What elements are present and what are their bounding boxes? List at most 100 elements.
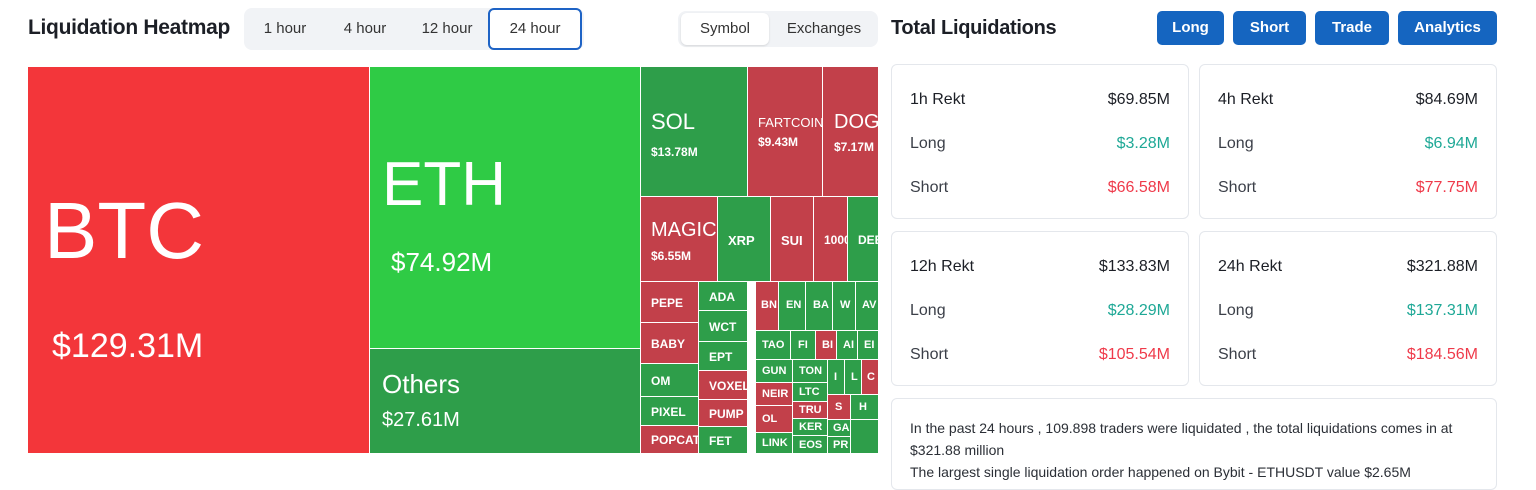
short-label: Short [910,179,949,196]
tile-label: BABY [651,337,686,351]
tile-label: EI [864,339,875,351]
tile-label: AI [843,339,854,351]
tile-label: PEPE [651,296,684,310]
tile-ton[interactable]: TON [792,359,828,383]
tile-eos[interactable]: EOS [792,435,828,454]
tile-link[interactable]: LINK [755,432,793,454]
tile-gun[interactable]: GUN [755,359,793,383]
tile-fartcoin[interactable]: FARTCOIN $9.43M [747,66,823,197]
period-total: $133.83M [1098,258,1170,275]
tile-ba[interactable]: BA [805,281,833,331]
tile-label: LINK [762,437,788,449]
short-value: $184.56M [1406,346,1478,363]
tile-ai[interactable]: AI [836,330,858,360]
tile-label: DEEP [858,233,878,247]
tile-ada[interactable]: ADA [698,281,748,311]
tile-c[interactable]: C [861,359,879,395]
tile-en[interactable]: EN [778,281,806,331]
tile-wct[interactable]: WCT [698,310,748,342]
time-range-tabs: 1 hour 4 hour 12 hour 24 hour [244,8,584,50]
tile-misc[interactable] [850,419,879,454]
long-label: Long [910,135,946,152]
tile-label: W [840,299,851,311]
tab-4-hour[interactable]: 4 hour [343,20,387,37]
summary-line-1: In the past 24 hours , 109.898 traders w… [910,420,1453,458]
liquidation-summary: In the past 24 hours , 109.898 traders w… [891,398,1497,490]
tile-baby[interactable]: BABY [640,322,699,364]
tile-eth[interactable]: ETH $74.92M [369,66,641,349]
tile-ker[interactable]: KER [792,418,828,436]
tile-label: LTC [799,386,820,398]
tile-label: BTC [44,186,204,275]
tile-doge[interactable]: DOGE $7.17M [822,66,879,197]
tab-24-hour[interactable]: 24 hour [488,8,582,50]
tile-ltc[interactable]: LTC [792,382,828,402]
view-exchanges-option[interactable]: Exchanges [786,20,862,37]
tile-ei[interactable]: EI [857,330,879,360]
stat-card-4h: 4h Rekt $84.69M Long $6.94M Short $77.75M [1199,64,1497,219]
trade-button[interactable]: Trade [1315,11,1389,45]
period-label: 12h Rekt [910,258,975,275]
tile-l[interactable]: L [844,359,862,395]
tab-1-hour[interactable]: 1 hour [263,20,307,37]
tile-label: KER [799,421,823,433]
tile-sol[interactable]: SOL $13.78M [640,66,748,197]
tile-label: PR [833,439,849,451]
period-label: 1h Rekt [910,91,966,108]
tile-h[interactable]: H [850,394,879,420]
tile-pixel[interactable]: PIXEL [640,396,699,426]
tile-pr[interactable]: PR [827,436,851,454]
tile-sui[interactable]: SUI [770,196,814,282]
tab-12-hour[interactable]: 12 hour [421,20,473,37]
short-value: $77.75M [1415,179,1478,196]
tile-label: POPCAT [651,433,699,447]
tile-label: NEIR [762,388,789,400]
short-button[interactable]: Short [1233,11,1306,45]
tile-value: $9.43M [758,135,799,149]
tile-label: SOL [651,109,696,134]
tile-label: OM [651,374,671,388]
analytics-button[interactable]: Analytics [1398,11,1497,45]
tile-label: TAO [762,339,785,351]
tile-popcat[interactable]: POPCAT [640,425,699,454]
tile-tru[interactable]: TRU [792,401,828,419]
tile-label: OL [762,413,778,425]
tile-tao[interactable]: TAO [755,330,791,360]
tile-neir[interactable]: NEIR [755,382,793,406]
tile-bi[interactable]: BI [815,330,837,360]
period-total: $69.85M [1107,91,1170,108]
tile-label: BA [813,299,829,311]
tile-bn[interactable]: BN [755,281,779,331]
tile-av[interactable]: AV [855,281,879,331]
tile-pepe[interactable]: PEPE [640,281,699,323]
tile-fet[interactable]: FET [698,426,748,454]
tile-btc[interactable]: BTC $129.31M [27,66,370,454]
tile-others[interactable]: Others $27.61M [369,348,641,454]
tile-ga[interactable]: GA [827,419,851,437]
tile-label: TON [799,365,823,377]
period-total: $321.88M [1406,258,1478,275]
tile-label: H [859,401,867,413]
tile-s[interactable]: S [827,394,851,420]
long-button[interactable]: Long [1157,11,1224,45]
tile-om[interactable]: OM [640,363,699,397]
tile-magic[interactable]: MAGIC $6.55M [640,196,718,282]
tile-fi[interactable]: FI [790,330,816,360]
tile-deep[interactable]: DEEP [847,196,879,282]
tile-w[interactable]: W [832,281,856,331]
tile-i[interactable]: I [827,359,845,395]
tile-label: 1000 [824,233,847,247]
heatmap-title: Liquidation Heatmap [28,16,230,39]
period-label: 24h Rekt [1218,258,1283,275]
view-symbol-option[interactable]: Symbol [681,13,769,45]
tile-label: VOXEL [709,379,748,393]
long-value: $28.29M [1107,302,1170,319]
tile-1000[interactable]: 1000 [813,196,848,282]
tile-xrp[interactable]: XRP [717,196,771,282]
stat-card-24h: 24h Rekt $321.88M Long $137.31M Short $184.… [1199,231,1497,386]
tile-voxel[interactable]: VOXEL [698,370,748,400]
tile-ol[interactable]: OL [755,405,793,433]
short-value: $105.54M [1098,346,1170,363]
tile-ept[interactable]: EPT [698,341,748,371]
tile-pump[interactable]: PUMP [698,399,748,427]
